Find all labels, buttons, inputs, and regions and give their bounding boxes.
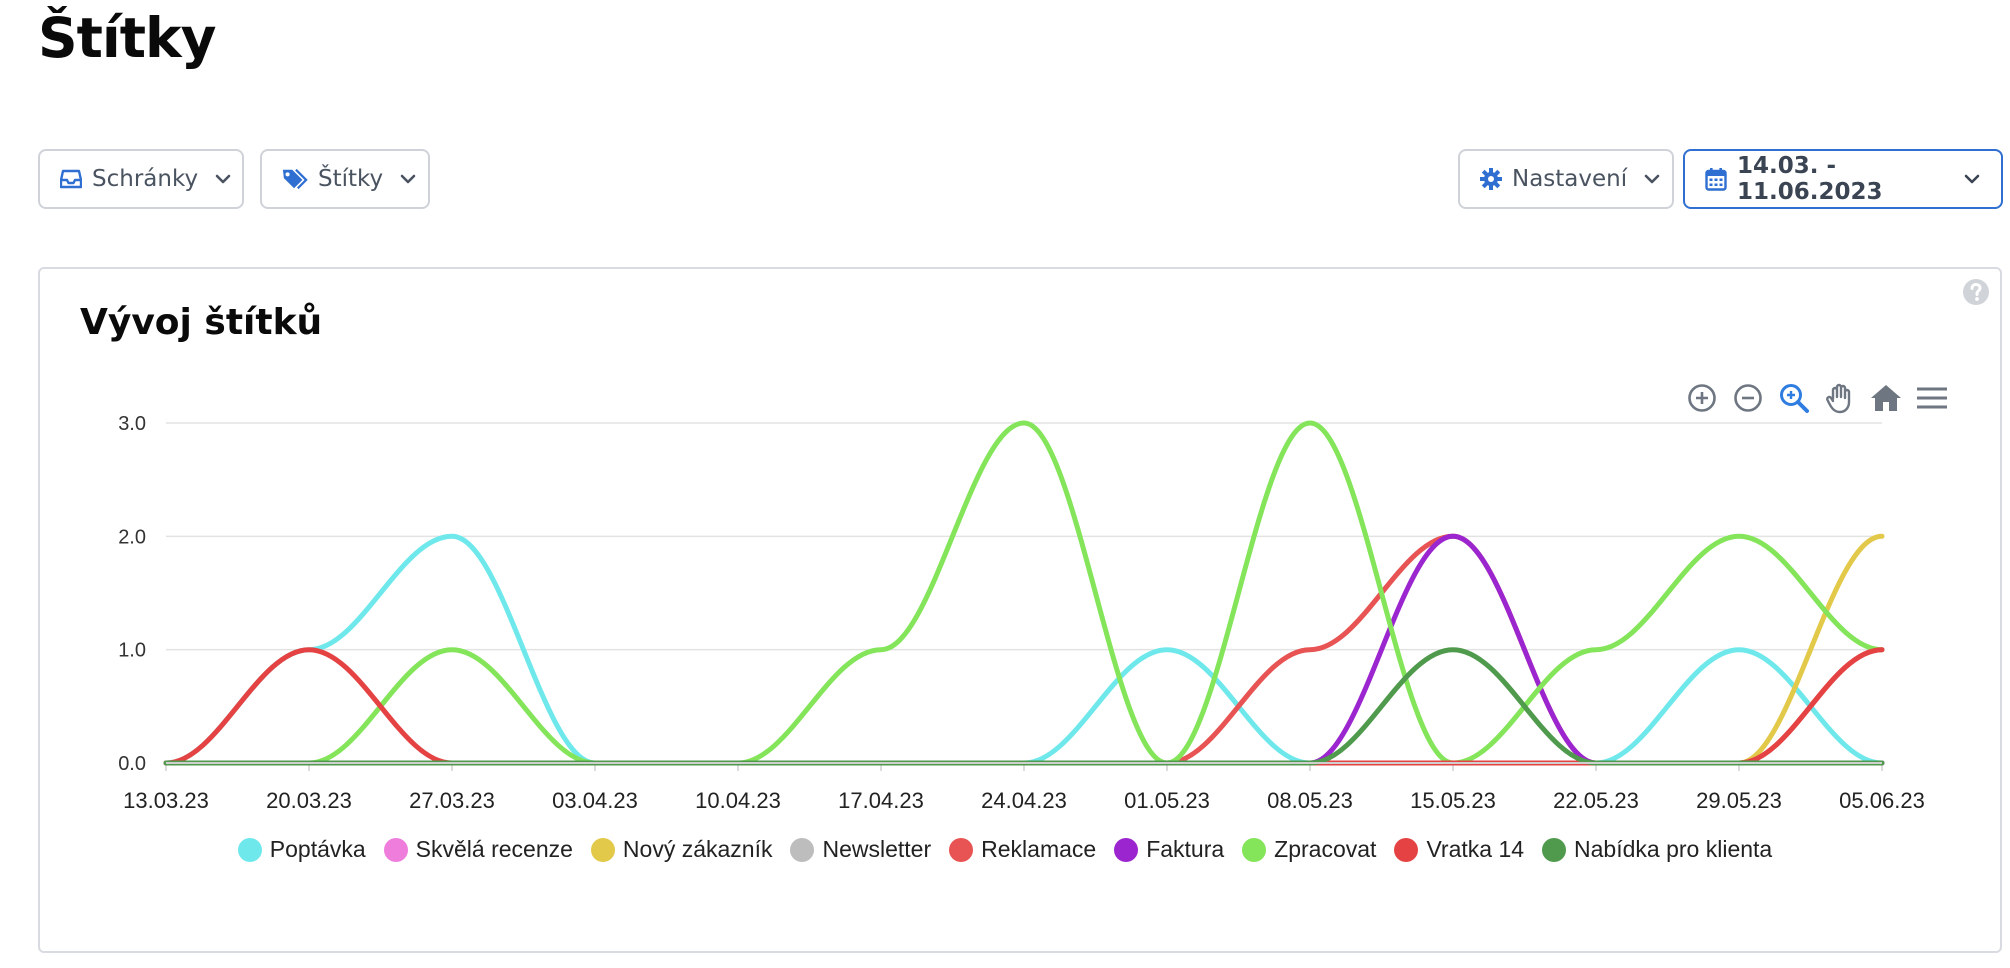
legend-item[interactable]: Skvělá recenze [383, 836, 573, 863]
tags-label: Štítky [318, 166, 384, 192]
tags-dropdown[interactable]: Štítky [260, 149, 430, 209]
selection-zoom-icon[interactable] [1776, 380, 1812, 416]
chevron-down-icon [399, 170, 417, 188]
y-tick-label: 1.0 [118, 640, 146, 662]
y-tick-label: 3.0 [118, 413, 146, 435]
legend-marker [1394, 837, 1419, 862]
x-tick-label: 05.06.23 [1839, 788, 1925, 813]
legend-marker [590, 837, 615, 862]
x-tick-label: 01.05.23 [1124, 788, 1210, 813]
legend-label: Poptávka [269, 836, 366, 862]
tags-icon [282, 166, 308, 192]
page-title: Štítky [38, 6, 216, 70]
legend-marker [1242, 837, 1267, 862]
legend-item[interactable]: Faktura [1114, 836, 1224, 863]
legend-marker [1114, 837, 1139, 862]
x-tick-label: 20.03.23 [266, 788, 352, 813]
chevron-down-icon [1963, 170, 1981, 188]
line-chart: 0.0 1.0 2.0 3.0 13.03.23 20.03.23 27.03.23 03.0… [118, 413, 1925, 813]
legend-item[interactable]: Reklamace [949, 836, 1096, 863]
series-line-nabidka-pro-klienta [163, 647, 1885, 766]
x-tick-label: 15.05.23 [1410, 788, 1496, 813]
legend-label: Skvělá recenze [415, 836, 573, 862]
legend-label: Faktura [1146, 836, 1225, 862]
legend-marker [949, 837, 974, 862]
legend-marker [237, 837, 262, 862]
chart-title: Vývoj štítků [80, 302, 323, 343]
x-tick-label: 27.03.23 [409, 788, 495, 813]
x-tick-label: 24.04.23 [981, 788, 1067, 813]
legend-marker [1542, 837, 1567, 862]
y-tick-label: 2.0 [118, 526, 146, 548]
legend-item[interactable]: Poptávka [237, 836, 366, 863]
settings-dropdown[interactable]: Nastavení [1458, 149, 1674, 209]
gear-icon [1480, 166, 1502, 192]
legend-marker [790, 837, 815, 862]
legend-item[interactable]: Nový zákazník [590, 836, 773, 863]
date-range-picker[interactable]: 14.03. - 11.06.2023 [1683, 149, 2003, 209]
x-tick-label: 10.04.23 [695, 788, 781, 813]
calendar-icon [1705, 166, 1727, 192]
chart-legend: Poptávka Skvělá recenze Nový zákazník Newsl… [0, 836, 2010, 863]
series-line-vratka-14 [163, 647, 1885, 766]
legend-label: Nabídka pro klienta [1574, 836, 1773, 862]
series-line-zpracovat [163, 420, 1885, 766]
x-tick-label: 17.04.23 [838, 788, 924, 813]
x-tick-label: 22.05.23 [1553, 788, 1639, 813]
legend-label: Zpracovat [1274, 836, 1377, 862]
home-icon[interactable] [1868, 380, 1904, 416]
zoom-out-icon[interactable] [1730, 380, 1766, 416]
zoom-in-icon[interactable] [1684, 380, 1720, 416]
settings-label: Nastavení [1512, 166, 1628, 192]
legend-label: Reklamace [981, 836, 1097, 862]
chart-card [38, 267, 2002, 953]
legend-item[interactable]: Nabídka pro klienta [1542, 836, 1772, 863]
help-icon[interactable] [1962, 278, 1990, 306]
y-tick-label: 0.0 [118, 753, 146, 775]
legend-item[interactable]: Vratka 14 [1394, 836, 1524, 863]
date-range-label: 14.03. - 11.06.2023 [1737, 153, 1883, 205]
legend-label: Vratka 14 [1426, 836, 1525, 862]
legend-item[interactable]: Zpracovat [1242, 836, 1376, 863]
pan-hand-icon[interactable] [1822, 380, 1858, 416]
x-tick-label: 08.05.23 [1267, 788, 1353, 813]
chevron-down-icon [214, 170, 232, 188]
legend-item[interactable]: Newsletter [790, 836, 931, 863]
inboxes-dropdown[interactable]: Schránky [38, 149, 244, 209]
legend-label: Nový zákazník [622, 836, 773, 862]
inbox-icon [60, 166, 82, 192]
legend-marker [383, 837, 408, 862]
menu-icon[interactable] [1914, 380, 1950, 416]
chart-toolbar [1684, 378, 1950, 418]
inboxes-label: Schránky [92, 166, 199, 192]
x-tick-label: 29.05.23 [1696, 788, 1782, 813]
x-tick-label: 13.03.23 [123, 788, 209, 813]
chevron-down-icon [1643, 170, 1661, 188]
legend-label: Newsletter [822, 836, 932, 862]
x-tick-label: 03.04.23 [552, 788, 638, 813]
